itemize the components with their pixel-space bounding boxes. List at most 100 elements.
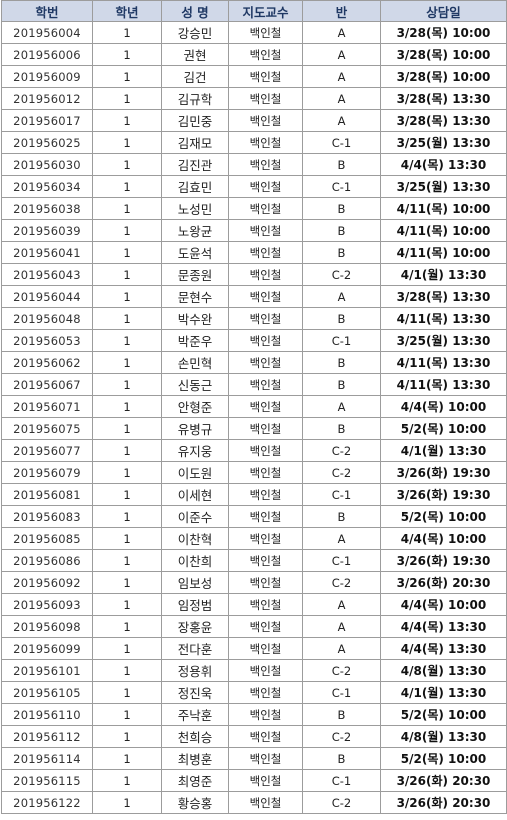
name-cell: 이준수: [161, 505, 229, 528]
table-row: 201956077 1 유지웅 백인철 C-2 4/1(월) 13:30: [1, 439, 507, 462]
class-cell: C-1: [302, 131, 381, 154]
student-id-cell: 201956030: [1, 153, 93, 176]
student-id-cell: 201956083: [1, 505, 93, 528]
table-row: 201956099 1 전다훈 백인철 A 4/4(목) 13:30: [1, 637, 507, 660]
class-cell: A: [302, 65, 381, 88]
table-row: 201956122 1 황승홍 백인철 C-2 3/26(화) 20:30: [1, 791, 507, 814]
student-id-cell: 201956079: [1, 461, 93, 484]
grade-cell: 1: [92, 65, 162, 88]
advisor-cell: 백인철: [228, 395, 303, 418]
advisor-cell: 백인철: [228, 197, 303, 220]
table-row: 201956071 1 안형준 백인철 A 4/4(목) 10:00: [1, 395, 507, 418]
grade-cell: 1: [92, 747, 162, 770]
table-row: 201956075 1 유병규 백인철 B 5/2(목) 10:00: [1, 417, 507, 440]
advisor-cell: 백인철: [228, 747, 303, 770]
date-cell: 4/4(목) 10:00: [380, 395, 507, 418]
grade-cell: 1: [92, 593, 162, 616]
advisor-cell: 백인철: [228, 65, 303, 88]
class-cell: C-1: [302, 769, 381, 792]
class-cell: A: [302, 637, 381, 660]
student-id-cell: 201956017: [1, 109, 93, 132]
class-cell: C-1: [302, 549, 381, 572]
grade-cell: 1: [92, 307, 162, 330]
class-cell: C-2: [302, 659, 381, 682]
advisor-cell: 백인철: [228, 615, 303, 638]
grade-cell: 1: [92, 769, 162, 792]
class-cell: B: [302, 219, 381, 242]
class-cell: B: [302, 417, 381, 440]
advisor-cell: 백인철: [228, 43, 303, 66]
date-cell: 4/11(목) 10:00: [380, 241, 507, 264]
name-cell: 문현수: [161, 285, 229, 308]
class-cell: C-1: [302, 329, 381, 352]
date-cell: 4/4(목) 10:00: [380, 593, 507, 616]
name-cell: 강승민: [161, 21, 229, 44]
name-cell: 노왕균: [161, 219, 229, 242]
class-cell: C-2: [302, 791, 381, 814]
student-id-cell: 201956044: [1, 285, 93, 308]
student-id-cell: 201956039: [1, 219, 93, 242]
date-cell: 5/2(목) 10:00: [380, 505, 507, 528]
advisor-cell: 백인철: [228, 505, 303, 528]
student-id-cell: 201956009: [1, 65, 93, 88]
grade-cell: 1: [92, 439, 162, 462]
advisor-cell: 백인철: [228, 659, 303, 682]
table-row: 201956067 1 신동근 백인철 B 4/11(목) 13:30: [1, 373, 507, 396]
student-id-cell: 201956006: [1, 43, 93, 66]
advisor-cell: 백인철: [228, 549, 303, 572]
date-cell: 4/11(목) 10:00: [380, 197, 507, 220]
class-cell: B: [302, 197, 381, 220]
advisor-cell: 백인철: [228, 769, 303, 792]
student-id-cell: 201956115: [1, 769, 93, 792]
date-cell: 3/28(목) 13:30: [380, 285, 507, 308]
table-body: 201956004 1 강승민 백인철 A 3/28(목) 10:00 201956006 1…: [1, 21, 507, 814]
advisor-cell: 백인철: [228, 219, 303, 242]
grade-cell: 1: [92, 197, 162, 220]
class-cell: B: [302, 373, 381, 396]
grade-cell: 1: [92, 681, 162, 704]
student-id-cell: 201956086: [1, 549, 93, 572]
table-row: 201956048 1 박수완 백인철 B 4/11(목) 13:30: [1, 307, 507, 330]
table-row: 201956112 1 천희승 백인철 C-2 4/8(월) 13:30: [1, 725, 507, 748]
grade-cell: 1: [92, 219, 162, 242]
header-counseling-date: 상담일: [380, 0, 507, 22]
name-cell: 이찬혁: [161, 527, 229, 550]
table-row: 201956092 1 임보성 백인철 C-2 3/26(화) 20:30: [1, 571, 507, 594]
student-id-cell: 201956012: [1, 87, 93, 110]
class-cell: B: [302, 241, 381, 264]
table-row: 201956004 1 강승민 백인철 A 3/28(목) 10:00: [1, 21, 507, 44]
student-id-cell: 201956085: [1, 527, 93, 550]
date-cell: 3/28(목) 10:00: [380, 43, 507, 66]
advisor-cell: 백인철: [228, 791, 303, 814]
student-id-cell: 201956092: [1, 571, 93, 594]
class-cell: C-1: [302, 175, 381, 198]
table-row: 201956110 1 주낙훈 백인철 B 5/2(목) 10:00: [1, 703, 507, 726]
date-cell: 4/1(월) 13:30: [380, 263, 507, 286]
date-cell: 3/26(화) 19:30: [380, 483, 507, 506]
grade-cell: 1: [92, 263, 162, 286]
advisor-cell: 백인철: [228, 439, 303, 462]
name-cell: 최영준: [161, 769, 229, 792]
table-row: 201956081 1 이세현 백인철 C-1 3/26(화) 19:30: [1, 483, 507, 506]
class-cell: A: [302, 21, 381, 44]
grade-cell: 1: [92, 571, 162, 594]
table-row: 201956017 1 김민중 백인철 A 3/28(목) 13:30: [1, 109, 507, 132]
student-id-cell: 201956025: [1, 131, 93, 154]
table-row: 201956043 1 문종원 백인철 C-2 4/1(월) 13:30: [1, 263, 507, 286]
name-cell: 손민혁: [161, 351, 229, 374]
student-id-cell: 201956034: [1, 175, 93, 198]
name-cell: 최병훈: [161, 747, 229, 770]
class-cell: B: [302, 307, 381, 330]
date-cell: 3/28(목) 13:30: [380, 109, 507, 132]
name-cell: 전다훈: [161, 637, 229, 660]
name-cell: 장홍윤: [161, 615, 229, 638]
student-id-cell: 201956081: [1, 483, 93, 506]
date-cell: 3/26(화) 19:30: [380, 549, 507, 572]
table-row: 201956030 1 김진관 백인철 B 4/4(목) 13:30: [1, 153, 507, 176]
grade-cell: 1: [92, 351, 162, 374]
grade-cell: 1: [92, 505, 162, 528]
date-cell: 4/11(목) 10:00: [380, 219, 507, 242]
grade-cell: 1: [92, 131, 162, 154]
student-id-cell: 201956099: [1, 637, 93, 660]
table-row: 201956041 1 도윤석 백인철 B 4/11(목) 10:00: [1, 241, 507, 264]
